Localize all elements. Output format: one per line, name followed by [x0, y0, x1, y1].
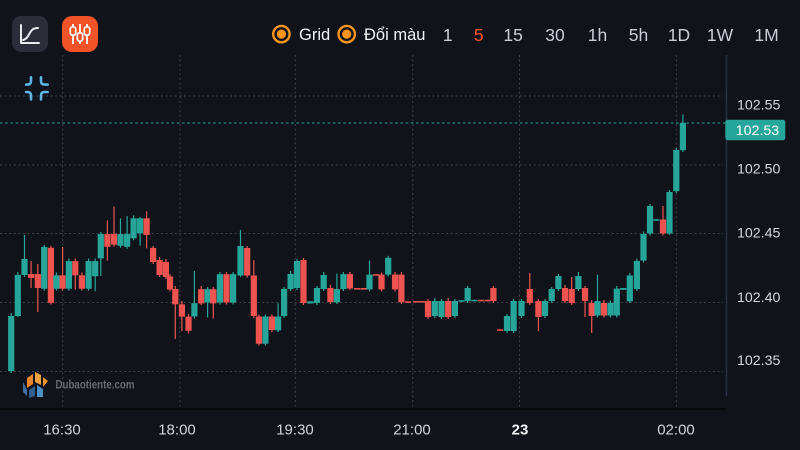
svg-text:Dubaotiente.com: Dubaotiente.com — [56, 378, 135, 392]
svg-text:30: 30 — [545, 25, 565, 45]
svg-text:5: 5 — [474, 25, 484, 45]
svg-text:18:00: 18:00 — [158, 422, 196, 439]
svg-text:21:00: 21:00 — [393, 422, 431, 439]
svg-text:102.53: 102.53 — [736, 123, 780, 139]
svg-text:102.35: 102.35 — [737, 353, 781, 369]
svg-text:1D: 1D — [668, 25, 690, 45]
svg-text:102.50: 102.50 — [737, 162, 781, 178]
svg-text:02:00: 02:00 — [657, 422, 695, 439]
svg-text:1M: 1M — [754, 25, 778, 45]
svg-text:1: 1 — [443, 25, 453, 45]
svg-text:102.45: 102.45 — [737, 226, 781, 242]
svg-text:15: 15 — [503, 25, 522, 45]
svg-text:16:30: 16:30 — [43, 422, 81, 439]
svg-text:1W: 1W — [707, 25, 734, 45]
svg-text:Đổi màu: Đổi màu — [364, 26, 425, 44]
svg-text:1h: 1h — [588, 25, 607, 45]
svg-text:Grid: Grid — [299, 26, 330, 44]
svg-text:5h: 5h — [629, 25, 648, 45]
svg-text:102.40: 102.40 — [737, 290, 781, 306]
svg-text:102.55: 102.55 — [737, 98, 781, 114]
svg-text:23: 23 — [512, 422, 529, 439]
svg-text:19:30: 19:30 — [276, 422, 314, 439]
